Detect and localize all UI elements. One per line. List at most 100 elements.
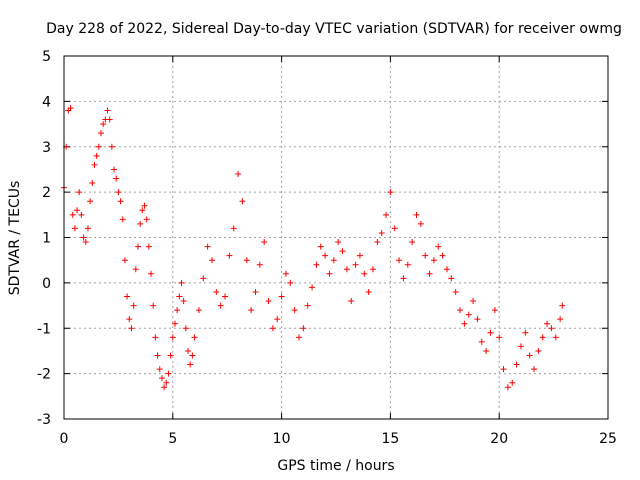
data-point (76, 189, 83, 196)
data-point (191, 334, 198, 341)
y-tick-label-5: 2 (42, 185, 51, 201)
data-point (365, 288, 372, 295)
data-point (256, 261, 263, 268)
data-point (304, 302, 311, 309)
data-point (80, 234, 87, 241)
data-point (180, 298, 187, 305)
data-point (132, 266, 139, 273)
data-point (548, 325, 555, 332)
data-point (182, 325, 189, 332)
data-point (171, 320, 178, 327)
data-point (296, 334, 303, 341)
data-point (95, 143, 102, 150)
y-tick-label-0: -3 (37, 412, 51, 428)
data-point (189, 352, 196, 359)
data-point (539, 334, 546, 341)
data-point (187, 361, 194, 368)
data-point (139, 207, 146, 214)
plot-frame (63, 55, 609, 420)
data-point (559, 302, 566, 309)
data-point (143, 216, 150, 223)
x-tick-label-1: 5 (168, 431, 177, 447)
data-point (517, 343, 524, 350)
data-point (343, 266, 350, 273)
x-tick-label-3: 15 (381, 431, 399, 447)
data-point (230, 225, 237, 232)
data-point (470, 298, 477, 305)
data-point (124, 293, 131, 300)
y-tick-label-7: 4 (42, 94, 51, 110)
data-point (483, 347, 490, 354)
x-tick-label-4: 20 (490, 431, 508, 447)
data-point (217, 302, 224, 309)
data-point (97, 130, 104, 137)
data-point (509, 379, 516, 386)
data-point (330, 257, 337, 264)
data-point (235, 170, 242, 177)
data-point (222, 293, 229, 300)
data-point (491, 307, 498, 314)
x-axis-label: GPS time / hours (277, 458, 394, 474)
data-point (128, 325, 135, 332)
data-point (300, 325, 307, 332)
y-tick-label-6: 3 (42, 140, 51, 156)
data-point (430, 257, 437, 264)
data-point (557, 316, 564, 323)
data-point (274, 316, 281, 323)
data-point (150, 302, 157, 309)
data-point (265, 298, 272, 305)
data-point (522, 329, 529, 336)
data-point (115, 189, 122, 196)
data-point (226, 252, 233, 259)
data-point (474, 316, 481, 323)
data-point (108, 143, 115, 150)
x-tick-label-0: 0 (60, 431, 69, 447)
data-point (352, 261, 359, 268)
x-tick-label-5: 25 (599, 431, 617, 447)
data-point (165, 370, 172, 377)
data-point (404, 261, 411, 268)
data-point (167, 352, 174, 359)
data-point (439, 252, 446, 259)
data-point (137, 220, 144, 227)
data-point (426, 270, 433, 277)
data-point (544, 320, 551, 327)
data-point (496, 334, 503, 341)
data-point (169, 334, 176, 341)
data-point (369, 266, 376, 273)
data-point (291, 307, 298, 314)
data-point (195, 307, 202, 314)
data-point (163, 379, 170, 386)
data-point (535, 347, 542, 354)
data-point (84, 225, 91, 232)
data-point (361, 270, 368, 277)
data-point (391, 225, 398, 232)
data-point (158, 375, 165, 382)
data-point (448, 275, 455, 282)
data-point (185, 347, 192, 354)
x-tick-label-2: 10 (273, 431, 291, 447)
data-point (117, 198, 124, 205)
data-point (213, 288, 220, 295)
data-point (156, 366, 163, 373)
data-point (422, 252, 429, 259)
data-point (208, 257, 215, 264)
data-point (309, 284, 316, 291)
data-point (348, 298, 355, 305)
data-point (154, 352, 161, 359)
data-point (174, 307, 181, 314)
data-point (287, 279, 294, 286)
tick-labels: 0 5 10 15 20 25 -3 -2 -1 0 1 2 3 4 5 (37, 49, 617, 447)
data-point (176, 293, 183, 300)
y-tick-label-2: -1 (37, 321, 51, 337)
data-point (487, 329, 494, 336)
data-point (478, 338, 485, 345)
data-point (252, 288, 259, 295)
chart-title: Day 228 of 2022, Sidereal Day-to-day VTE… (46, 21, 622, 37)
data-point (134, 243, 141, 250)
data-point (145, 243, 152, 250)
y-tick-label-8: 5 (42, 49, 51, 65)
data-point (500, 366, 507, 373)
data-point (239, 198, 246, 205)
data-point (531, 366, 538, 373)
